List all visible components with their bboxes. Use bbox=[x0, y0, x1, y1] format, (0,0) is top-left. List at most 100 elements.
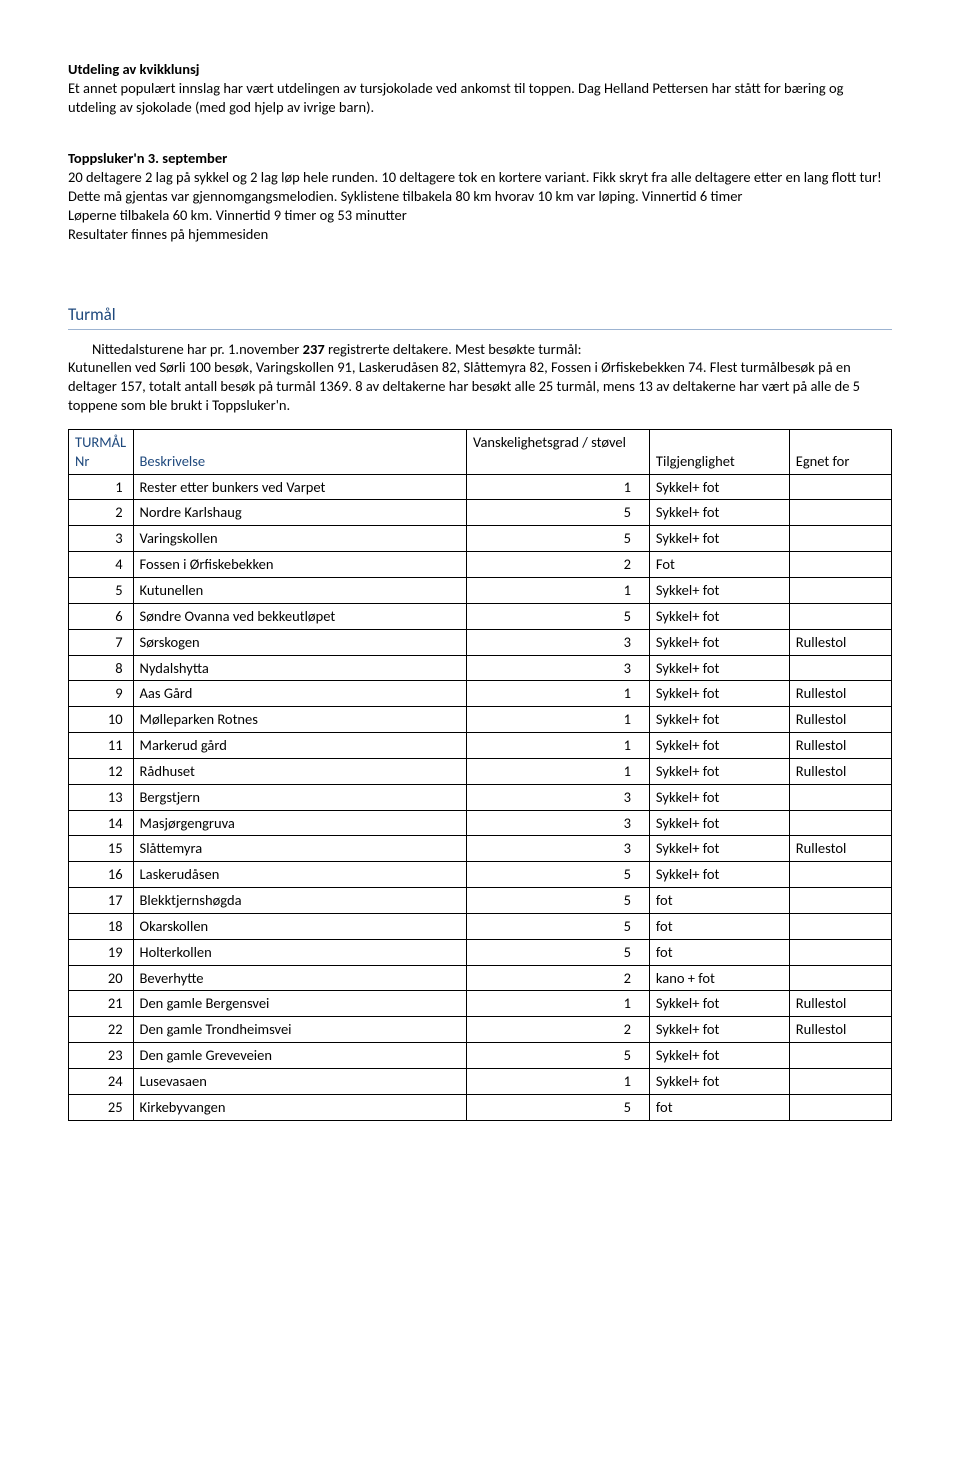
th-fit: Egnet for bbox=[789, 429, 891, 474]
cell-acc: Sykkel+ fot bbox=[649, 1069, 789, 1095]
cell-nr: 22 bbox=[69, 1017, 134, 1043]
cell-grade: 1 bbox=[467, 474, 650, 500]
cell-acc: Sykkel+ fot bbox=[649, 655, 789, 681]
cell-fit bbox=[789, 577, 891, 603]
cell-nr: 8 bbox=[69, 655, 134, 681]
cell-fit: Rullestol bbox=[789, 1017, 891, 1043]
section1-title: Utdeling av kvikklunsj bbox=[68, 60, 199, 78]
table-row: 4Fossen i Ørfiskebekken2Fot bbox=[69, 552, 892, 578]
cell-grade: 5 bbox=[467, 1094, 650, 1120]
cell-desc: Okarskollen bbox=[133, 913, 467, 939]
cell-nr: 13 bbox=[69, 784, 134, 810]
cell-grade: 2 bbox=[467, 552, 650, 578]
cell-fit: Rullestol bbox=[789, 629, 891, 655]
cell-nr: 14 bbox=[69, 810, 134, 836]
cell-acc: Sykkel+ fot bbox=[649, 810, 789, 836]
table-row: 3Varingskollen5Sykkel+ fot bbox=[69, 526, 892, 552]
table-row: 22Den gamle Trondheimsvei2Sykkel+ fotRul… bbox=[69, 1017, 892, 1043]
cell-grade: 1 bbox=[467, 758, 650, 784]
cell-acc: Sykkel+ fot bbox=[649, 991, 789, 1017]
cell-fit bbox=[789, 784, 891, 810]
cell-grade: 5 bbox=[467, 939, 650, 965]
cell-acc: Sykkel+ fot bbox=[649, 1017, 789, 1043]
cell-fit: Rullestol bbox=[789, 681, 891, 707]
th-acc: Tilgjenglighet bbox=[649, 429, 789, 474]
cell-desc: Den gamle Trondheimsvei bbox=[133, 1017, 467, 1043]
table-row: 15Slåttemyra3Sykkel+ fotRullestol bbox=[69, 836, 892, 862]
table-row: 16Laskerudåsen5Sykkel+ fot bbox=[69, 862, 892, 888]
cell-desc: Nydalshytta bbox=[133, 655, 467, 681]
cell-nr: 21 bbox=[69, 991, 134, 1017]
cell-nr: 4 bbox=[69, 552, 134, 578]
cell-nr: 19 bbox=[69, 939, 134, 965]
cell-desc: Fossen i Ørfiskebekken bbox=[133, 552, 467, 578]
table-row: 7Sørskogen3Sykkel+ fotRullestol bbox=[69, 629, 892, 655]
cell-grade: 1 bbox=[467, 707, 650, 733]
cell-grade: 1 bbox=[467, 577, 650, 603]
cell-acc: Sykkel+ fot bbox=[649, 784, 789, 810]
cell-acc: Sykkel+ fot bbox=[649, 526, 789, 552]
cell-acc: kano + fot bbox=[649, 965, 789, 991]
cell-grade: 5 bbox=[467, 862, 650, 888]
cell-fit bbox=[789, 500, 891, 526]
cell-acc: fot bbox=[649, 913, 789, 939]
table-row: 13Bergstjern3Sykkel+ fot bbox=[69, 784, 892, 810]
cell-nr: 11 bbox=[69, 733, 134, 759]
cell-desc: Rester etter bunkers ved Varpet bbox=[133, 474, 467, 500]
cell-acc: Sykkel+ fot bbox=[649, 733, 789, 759]
cell-nr: 5 bbox=[69, 577, 134, 603]
turmal-intro-count: 237 bbox=[303, 340, 325, 358]
cell-fit bbox=[789, 1094, 891, 1120]
cell-fit: Rullestol bbox=[789, 836, 891, 862]
cell-desc: Kirkebyvangen bbox=[133, 1094, 467, 1120]
cell-nr: 10 bbox=[69, 707, 134, 733]
turmal-intro-prefix: Nittedalsturene har pr. 1.november bbox=[92, 340, 303, 358]
cell-grade: 3 bbox=[467, 836, 650, 862]
cell-fit: Rullestol bbox=[789, 758, 891, 784]
cell-nr: 23 bbox=[69, 1043, 134, 1069]
cell-acc: fot bbox=[649, 1094, 789, 1120]
cell-nr: 7 bbox=[69, 629, 134, 655]
cell-nr: 12 bbox=[69, 758, 134, 784]
table-row: 21Den gamle Bergensvei1Sykkel+ fotRulles… bbox=[69, 991, 892, 1017]
cell-fit bbox=[789, 862, 891, 888]
turmal-intro-rest: Kutunellen ved Sørli 100 besøk, Varingsk… bbox=[68, 358, 860, 414]
cell-desc: Laskerudåsen bbox=[133, 862, 467, 888]
cell-grade: 5 bbox=[467, 526, 650, 552]
table-row: 6Søndre Ovanna ved bekkeutløpet5Sykkel+ … bbox=[69, 603, 892, 629]
cell-nr: 17 bbox=[69, 888, 134, 914]
cell-desc: Søndre Ovanna ved bekkeutløpet bbox=[133, 603, 467, 629]
section2-title: Toppsluker'n 3. september bbox=[68, 149, 227, 167]
table-row: 1Rester etter bunkers ved Varpet1Sykkel+… bbox=[69, 474, 892, 500]
table-row: 17Blekktjernshøgda5fot bbox=[69, 888, 892, 914]
table-row: 19Holterkollen5fot bbox=[69, 939, 892, 965]
cell-grade: 3 bbox=[467, 784, 650, 810]
th-grade: Vanskelighetsgrad / støvel bbox=[467, 429, 650, 474]
cell-desc: Den gamle Greveveien bbox=[133, 1043, 467, 1069]
cell-acc: Sykkel+ fot bbox=[649, 603, 789, 629]
cell-acc: fot bbox=[649, 939, 789, 965]
cell-desc: Nordre Karlshaug bbox=[133, 500, 467, 526]
section1-block: Utdeling av kvikklunsj Et annet populært… bbox=[68, 60, 892, 117]
cell-grade: 1 bbox=[467, 991, 650, 1017]
cell-nr: 25 bbox=[69, 1094, 134, 1120]
table-row: 8Nydalshytta3Sykkel+ fot bbox=[69, 655, 892, 681]
cell-grade: 5 bbox=[467, 1043, 650, 1069]
cell-grade: 3 bbox=[467, 655, 650, 681]
cell-fit bbox=[789, 810, 891, 836]
cell-fit bbox=[789, 888, 891, 914]
cell-grade: 3 bbox=[467, 629, 650, 655]
cell-desc: Lusevasaen bbox=[133, 1069, 467, 1095]
cell-desc: Blekktjernshøgda bbox=[133, 888, 467, 914]
cell-fit bbox=[789, 1069, 891, 1095]
cell-desc: Holterkollen bbox=[133, 939, 467, 965]
cell-grade: 5 bbox=[467, 603, 650, 629]
cell-acc: Sykkel+ fot bbox=[649, 862, 789, 888]
table-row: 11Markerud gård1Sykkel+ fotRullestol bbox=[69, 733, 892, 759]
turmal-heading: Turmål bbox=[68, 304, 892, 329]
cell-desc: Aas Gård bbox=[133, 681, 467, 707]
cell-desc: Bergstjern bbox=[133, 784, 467, 810]
cell-acc: Sykkel+ fot bbox=[649, 707, 789, 733]
cell-fit bbox=[789, 655, 891, 681]
section1-body: Et annet populært innslag har vært utdel… bbox=[68, 79, 843, 116]
